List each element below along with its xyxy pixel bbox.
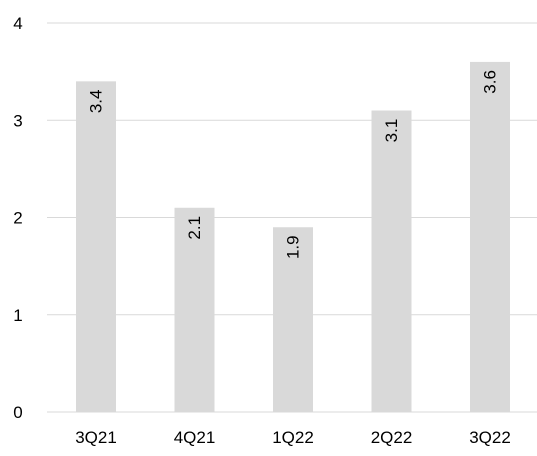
data-label: 3.6 xyxy=(481,70,500,94)
y-tick-label: 2 xyxy=(13,209,22,228)
x-tick-label: 3Q22 xyxy=(469,428,511,447)
x-tick-label: 2Q22 xyxy=(371,428,413,447)
bar-2q22 xyxy=(371,110,412,413)
data-label: 3.4 xyxy=(87,90,106,114)
bar-1q22 xyxy=(273,227,313,412)
gridlines xyxy=(47,22,537,413)
bar-4q21 xyxy=(174,207,215,412)
x-tick-label: 4Q21 xyxy=(174,428,216,447)
bar-3q21 xyxy=(76,81,116,412)
y-tick-label: 0 xyxy=(13,403,22,422)
data-labels: 3.4 2.1 1.9 3.1 3.6 xyxy=(87,70,500,259)
x-tick-label: 1Q22 xyxy=(272,428,314,447)
x-tick-label: 3Q21 xyxy=(75,428,117,447)
x-axis-tick-labels: 3Q21 4Q21 1Q22 2Q22 3Q22 xyxy=(75,428,511,447)
bar-3q22 xyxy=(470,61,510,413)
data-label: 2.1 xyxy=(185,216,204,240)
data-label: 1.9 xyxy=(284,235,303,259)
y-tick-label: 3 xyxy=(13,111,22,130)
y-axis-tick-labels: 0 1 2 3 4 xyxy=(13,14,22,422)
y-tick-label: 4 xyxy=(13,14,22,33)
y-tick-label: 1 xyxy=(13,306,22,325)
data-label: 3.1 xyxy=(382,119,401,143)
bars xyxy=(76,61,510,413)
